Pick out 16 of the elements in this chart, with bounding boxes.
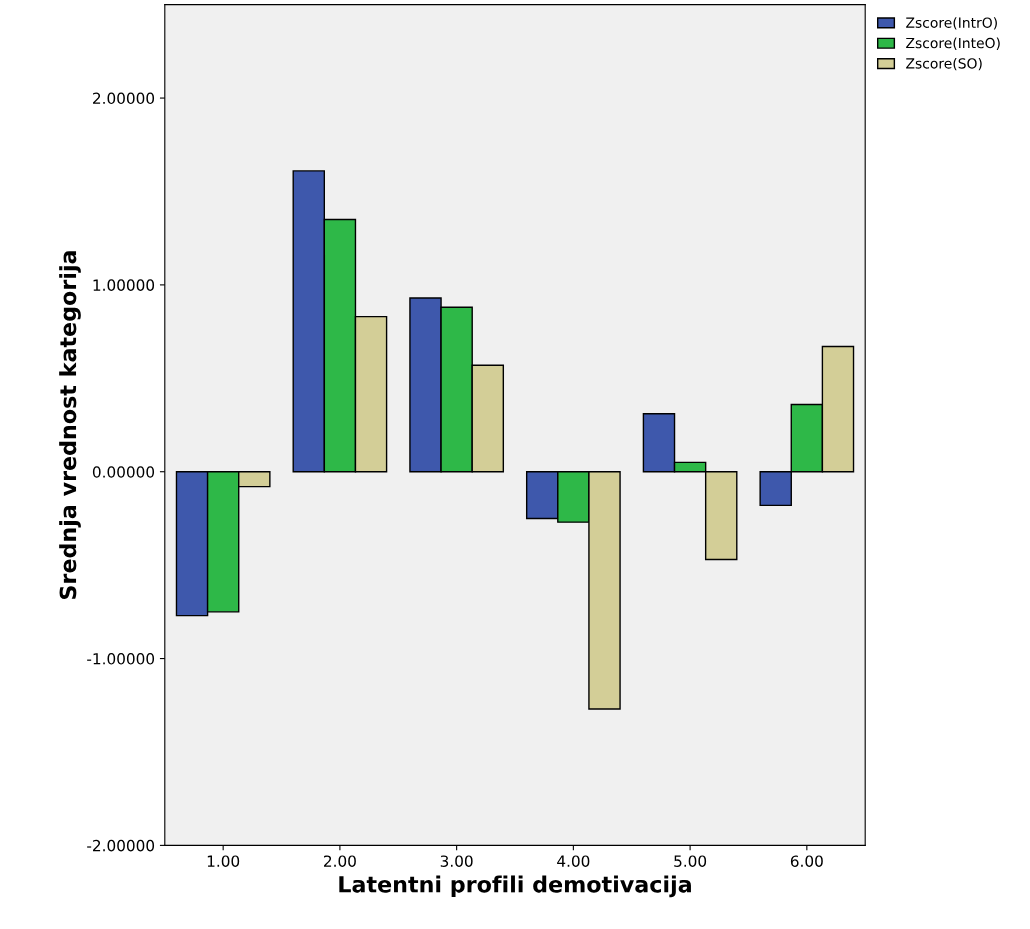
y-tick-label: 2.00000 [93, 92, 155, 105]
legend-label: Zscore(InteO) [906, 37, 1000, 50]
y-tick-label: -1.00000 [87, 653, 155, 665]
x-axis-title: Latentni profili demotivacija [339, 875, 691, 898]
y-tick-label: 1.00000 [93, 279, 155, 291]
x-tick-label: 2.00 [324, 855, 356, 867]
legend-label: Zscore(IntrO) [906, 17, 997, 30]
y-axis-title: Srednja vrednost kategorija [59, 251, 81, 599]
x-tick-label: 6.00 [790, 855, 823, 867]
y-tick-label: 0.00000 [92, 466, 155, 478]
x-tick-label: 3.00 [440, 855, 473, 867]
x-tick-label: 4.00 [557, 855, 590, 867]
x-tick-label: 1.00 [207, 855, 240, 867]
y-tick-label: -2.00000 [87, 839, 155, 852]
legend-label: Zscore(SO) [906, 57, 982, 71]
x-tick-label: 5.00 [674, 855, 707, 867]
